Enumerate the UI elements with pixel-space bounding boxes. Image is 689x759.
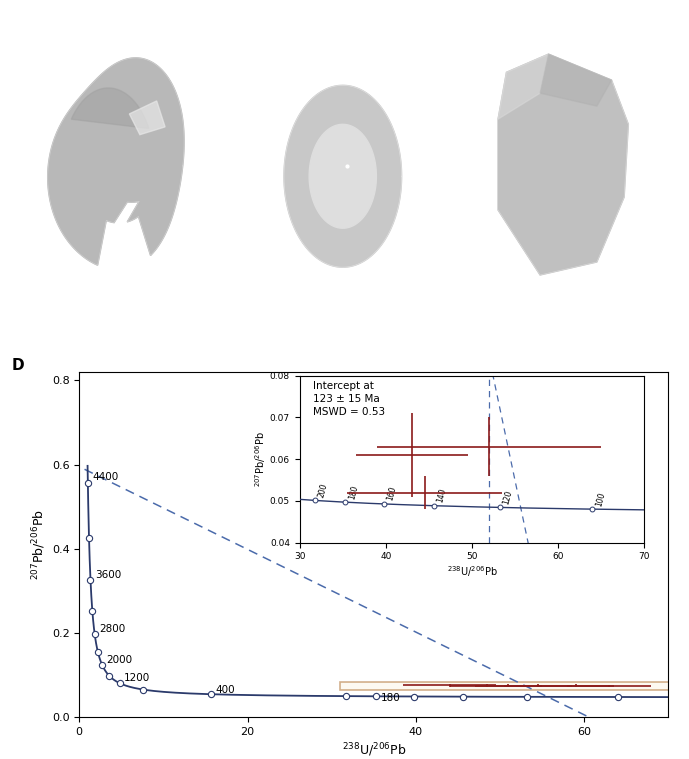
Polygon shape bbox=[540, 54, 612, 106]
Text: 3: 3 bbox=[561, 36, 570, 50]
Polygon shape bbox=[498, 54, 628, 275]
X-axis label: $^{238}$U/$^{206}$Pb: $^{238}$U/$^{206}$Pb bbox=[342, 741, 406, 759]
Text: 400: 400 bbox=[216, 685, 236, 694]
Text: D: D bbox=[12, 358, 24, 373]
Polygon shape bbox=[130, 101, 165, 134]
Bar bbox=[340, 682, 677, 690]
Text: 3600: 3600 bbox=[94, 570, 121, 580]
Text: C: C bbox=[471, 36, 481, 50]
Text: 2800: 2800 bbox=[99, 624, 125, 635]
Text: 4400: 4400 bbox=[92, 472, 119, 483]
Text: 1: 1 bbox=[114, 36, 123, 50]
Polygon shape bbox=[71, 88, 149, 128]
Y-axis label: $^{207}$Pb/$^{206}$Pb: $^{207}$Pb/$^{206}$Pb bbox=[254, 431, 269, 487]
Text: 180: 180 bbox=[347, 484, 360, 500]
X-axis label: $^{238}$U/$^{206}$Pb: $^{238}$U/$^{206}$Pb bbox=[446, 564, 497, 579]
Polygon shape bbox=[48, 58, 184, 265]
Text: 100: 100 bbox=[594, 491, 606, 507]
Text: 160: 160 bbox=[386, 486, 398, 502]
Text: Intercept at
123 ± 15 Ma
MSWD = 0.53: Intercept at 123 ± 15 Ma MSWD = 0.53 bbox=[313, 381, 386, 417]
Text: 180: 180 bbox=[380, 692, 400, 703]
Text: 200: 200 bbox=[316, 482, 329, 499]
Text: 30 μm: 30 μm bbox=[278, 333, 307, 342]
Text: A: A bbox=[24, 36, 35, 50]
Y-axis label: $^{207}$Pb/$^{206}$Pb: $^{207}$Pb/$^{206}$Pb bbox=[30, 509, 48, 580]
Polygon shape bbox=[284, 85, 402, 267]
Text: 30 μm: 30 μm bbox=[500, 333, 529, 342]
Text: 2: 2 bbox=[338, 36, 347, 50]
Text: 30 μm: 30 μm bbox=[54, 333, 83, 342]
Text: 140: 140 bbox=[435, 487, 448, 504]
Polygon shape bbox=[309, 124, 376, 228]
Text: 120: 120 bbox=[502, 489, 514, 505]
Polygon shape bbox=[498, 54, 548, 119]
Text: 1200: 1200 bbox=[124, 673, 150, 683]
Text: B: B bbox=[248, 36, 259, 50]
Text: 2000: 2000 bbox=[107, 655, 133, 666]
